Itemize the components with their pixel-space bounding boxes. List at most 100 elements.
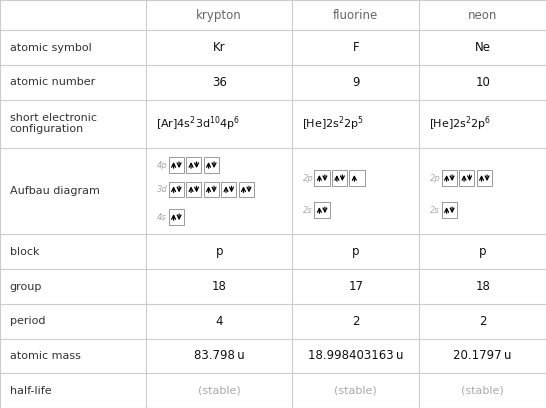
Bar [146, 65, 292, 100]
Bar [419, 65, 546, 100]
Text: 20.1797 u: 20.1797 u [453, 349, 512, 362]
Bar [292, 0, 419, 30]
Bar [146, 148, 292, 235]
Text: p: p [479, 245, 486, 258]
Bar [292, 148, 419, 235]
Bar [292, 339, 419, 373]
Text: (stable): (stable) [334, 386, 377, 396]
Bar [292, 235, 419, 269]
Bar [0, 65, 146, 100]
Bar [314, 202, 330, 218]
Bar [292, 100, 419, 148]
Bar [204, 182, 219, 197]
Text: 18: 18 [212, 280, 227, 293]
Text: 36: 36 [212, 76, 227, 89]
Bar [332, 170, 347, 186]
Bar [292, 65, 419, 100]
Bar [0, 235, 146, 269]
Bar [0, 339, 146, 373]
Bar [146, 373, 292, 408]
Text: 2: 2 [352, 315, 359, 328]
Bar [292, 373, 419, 408]
Bar [292, 304, 419, 339]
Bar [146, 339, 292, 373]
Text: 83.798 u: 83.798 u [194, 349, 245, 362]
Text: 18: 18 [475, 280, 490, 293]
Text: Aufbau diagram: Aufbau diagram [10, 186, 100, 196]
Bar [146, 30, 292, 65]
Text: neon: neon [468, 9, 497, 22]
Text: $\mathregular{[He]2s^22p^5}$: $\mathregular{[He]2s^22p^5}$ [302, 114, 364, 133]
Bar [146, 269, 292, 304]
Bar [459, 170, 474, 186]
Bar [146, 0, 292, 30]
Bar [186, 182, 201, 197]
Text: 2p: 2p [303, 173, 314, 183]
Bar [314, 170, 330, 186]
Bar [0, 148, 146, 235]
Text: $\mathregular{[He]2s^22p^6}$: $\mathregular{[He]2s^22p^6}$ [429, 114, 491, 133]
Bar [477, 170, 492, 186]
Text: p: p [352, 245, 359, 258]
Text: short electronic
configuration: short electronic configuration [10, 113, 97, 135]
Bar [292, 30, 419, 65]
Bar [204, 157, 219, 173]
Bar [186, 157, 201, 173]
Text: 17: 17 [348, 280, 363, 293]
Bar [0, 373, 146, 408]
Text: 10: 10 [475, 76, 490, 89]
Bar [419, 100, 546, 148]
Bar [419, 339, 546, 373]
Bar [442, 202, 457, 218]
Bar [0, 100, 146, 148]
Text: Ne: Ne [474, 41, 491, 54]
Text: (stable): (stable) [461, 386, 504, 396]
Text: 3d: 3d [157, 185, 168, 194]
Text: 4: 4 [216, 315, 223, 328]
Bar [442, 170, 457, 186]
Bar [169, 209, 184, 225]
Text: 4s: 4s [157, 213, 167, 222]
Text: 4p: 4p [157, 161, 168, 170]
Bar [0, 269, 146, 304]
Text: Kr: Kr [213, 41, 225, 54]
Bar [169, 182, 184, 197]
Bar [419, 148, 546, 235]
Bar [419, 304, 546, 339]
Text: half-life: half-life [10, 386, 51, 396]
Bar [146, 304, 292, 339]
Text: atomic symbol: atomic symbol [10, 42, 92, 53]
Text: block: block [10, 247, 39, 257]
Bar [349, 170, 365, 186]
Bar [221, 182, 236, 197]
Bar [239, 182, 254, 197]
Bar [419, 30, 546, 65]
Text: krypton: krypton [197, 9, 242, 22]
Text: 2s: 2s [430, 206, 440, 215]
Text: atomic number: atomic number [10, 77, 95, 87]
Bar [0, 30, 146, 65]
Bar [146, 100, 292, 148]
Text: 18.998403163 u: 18.998403163 u [308, 349, 403, 362]
Text: atomic mass: atomic mass [10, 351, 81, 361]
Bar [419, 235, 546, 269]
Text: 2p: 2p [430, 173, 441, 183]
Text: 2: 2 [479, 315, 486, 328]
Text: $\mathregular{[Ar]4s^23d^{10}4p^6}$: $\mathregular{[Ar]4s^23d^{10}4p^6}$ [156, 114, 240, 133]
Bar [0, 0, 146, 30]
Text: F: F [352, 41, 359, 54]
Text: p: p [216, 245, 223, 258]
Bar [169, 157, 184, 173]
Text: 9: 9 [352, 76, 359, 89]
Text: 2s: 2s [303, 206, 313, 215]
Text: fluorine: fluorine [333, 9, 378, 22]
Bar [419, 373, 546, 408]
Bar [0, 304, 146, 339]
Text: period: period [10, 316, 45, 326]
Bar [419, 0, 546, 30]
Bar [419, 269, 546, 304]
Bar [146, 235, 292, 269]
Text: group: group [10, 282, 42, 292]
Text: (stable): (stable) [198, 386, 241, 396]
Bar [292, 269, 419, 304]
